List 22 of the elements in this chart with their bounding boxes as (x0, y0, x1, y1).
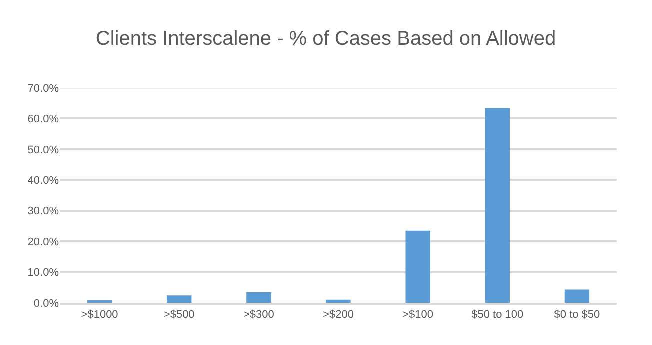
x-tick-label: >$200 (323, 308, 354, 321)
x-tick-label: >$1000 (81, 308, 118, 321)
bar (406, 230, 430, 303)
x-tick-label: >$300 (243, 308, 274, 321)
y-tick-label: 40.0% (28, 174, 60, 187)
x-tick-label: $50 to 100 (472, 308, 524, 321)
bar (485, 108, 510, 303)
y-tick-label: 60.0% (28, 114, 60, 126)
bar (167, 296, 192, 303)
x-tick-label: >$100 (402, 308, 434, 321)
chart-title: Clients Interscalene - % of Cases Based on Allowed (96, 28, 556, 50)
y-tick-label: 30.0% (28, 206, 60, 218)
y-tick-label: 70.0% (28, 82, 60, 95)
y-tick-label: 50.0% (28, 144, 60, 156)
y-tick-label: 10.0% (28, 267, 60, 280)
bar (326, 300, 351, 303)
y-tick-label: 20.0% (28, 236, 60, 248)
y-tick-label: 0.0% (34, 298, 60, 310)
bar (246, 292, 272, 303)
bar (564, 290, 590, 303)
x-tick-label: $0 to $50 (554, 308, 600, 321)
x-tick-label: >$500 (164, 308, 195, 321)
